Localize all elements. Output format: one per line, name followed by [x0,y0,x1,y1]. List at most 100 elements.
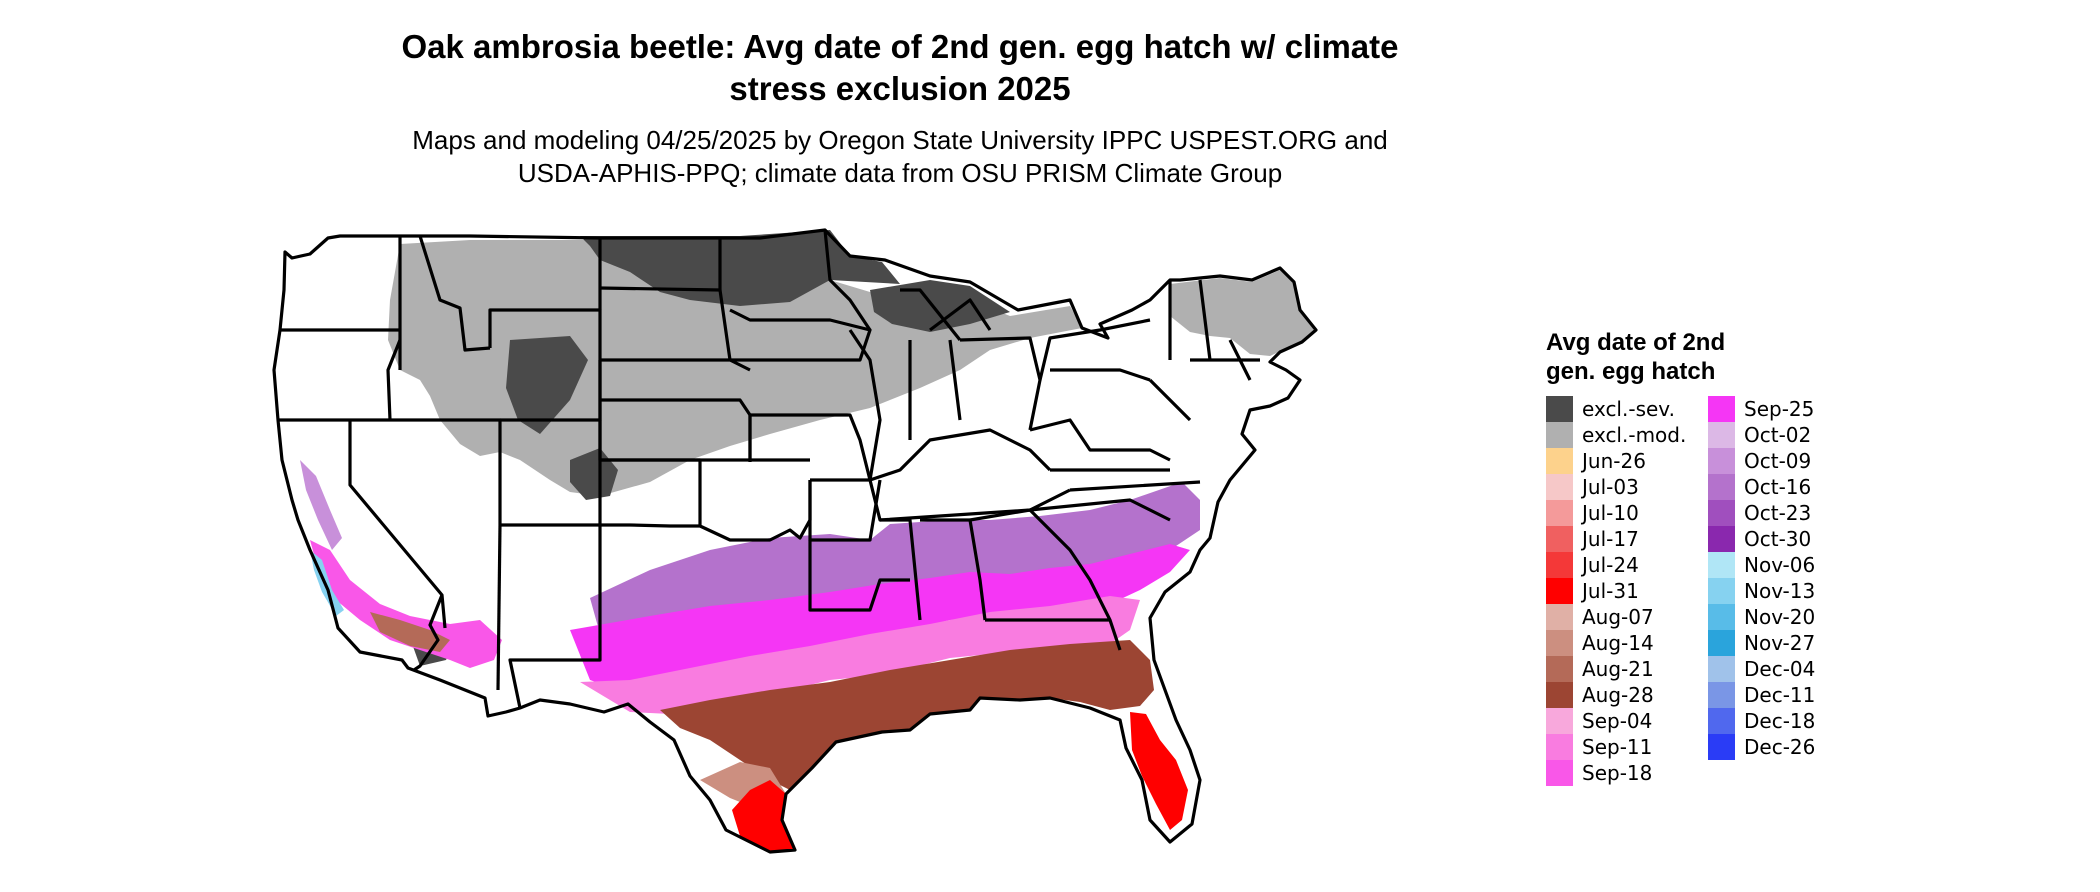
legend-item: Jun-26 [1546,448,1708,474]
legend-column-2: Sep-25 Oct-02 Oct-09 Oct-16 Oct-23 Oct-30 Nov-… [1708,396,1870,786]
legend-swatch [1708,526,1735,552]
subtitle-line-2: USDA-APHIS-PPQ; climate data from OSU PR… [517,158,1283,188]
legend-item: Sep-11 [1546,734,1708,760]
legend-label: Sep-18 [1582,761,1653,785]
legend-item: Oct-30 [1708,526,1870,552]
legend-item: Dec-26 [1708,734,1870,760]
region-sw-brown [370,612,450,652]
region-sep-light-band [580,596,1140,714]
legend-swatch [1546,630,1573,656]
legend-label: Oct-16 [1744,475,1812,499]
us-map [272,228,1318,854]
legend-item: excl.-sev. [1546,396,1708,422]
legend-label: Aug-14 [1582,631,1654,655]
legend-label: Jul-24 [1582,553,1639,577]
legend-swatch [1546,500,1573,526]
legend-label: Sep-11 [1582,735,1653,759]
region-excl-sev-north [580,230,900,306]
map-title: Oak ambrosia beetle: Avg date of 2nd gen… [360,26,1440,110]
region-sw-pink [310,540,502,668]
legend-swatch [1546,422,1573,448]
border-mo [750,413,872,482]
legend-item: Jul-03 [1546,474,1708,500]
legend-swatch [1546,526,1573,552]
legend-swatch [1546,682,1573,708]
legend-item: Oct-23 [1708,500,1870,526]
legend-swatch [1708,448,1735,474]
border-ca-az [413,594,444,672]
border-nm-tx [508,525,602,709]
legend-swatch [1708,708,1735,734]
legend-item: Sep-25 [1708,396,1870,422]
legend-swatch [1546,708,1573,734]
legend-swatch [1708,682,1735,708]
border-ar [808,479,882,542]
legend-label: Aug-07 [1582,605,1654,629]
border-mn-wi [823,229,872,331]
legend-item: Nov-06 [1708,552,1870,578]
legend-swatch [1546,656,1573,682]
subtitle-line-1: Maps and modeling 04/25/2025 by Oregon S… [412,125,1388,155]
legend-title-line-1: Avg date of 2nd [1546,329,1726,356]
legend-item: Aug-21 [1546,656,1708,682]
border-va-wv [1029,418,1171,472]
legend-item: Jul-17 [1546,526,1708,552]
legend-label: Jul-10 [1582,501,1639,525]
legend-column-1: excl.-sev. excl.-mod. Jun-26 Jul-03 Jul-10 Ju… [1546,396,1708,786]
border-id-mt [418,235,491,352]
legend-swatch [1708,630,1735,656]
border-ia [718,289,872,362]
legend-item: Oct-16 [1708,474,1870,500]
border-or-id [386,339,402,421]
legend-item: Jul-31 [1546,578,1708,604]
legend-label: Nov-27 [1744,631,1816,655]
legend-label: Dec-11 [1744,683,1816,707]
region-jul-texas [732,780,795,852]
border-ne-states [1148,279,1260,422]
us-outline [272,228,1318,854]
legend-label: Oct-23 [1744,501,1812,525]
legend-swatch [1708,474,1735,500]
legend-item: Nov-20 [1708,604,1870,630]
border-ky [869,428,1052,482]
legend-swatch [1546,734,1573,760]
legend-swatch [1708,656,1735,682]
title-line-1: Oak ambrosia beetle: Avg date of 2nd gen… [401,28,1399,65]
legend-item: Aug-28 [1546,682,1708,708]
border-ks-mo [748,415,810,462]
legend-swatch [1546,578,1573,604]
border-nv [348,420,447,629]
legend-label: Dec-26 [1744,735,1816,759]
legend-item: Nov-13 [1708,578,1870,604]
legend-swatch [1546,448,1573,474]
legend-item: Oct-09 [1708,448,1870,474]
legend-item: Sep-18 [1546,760,1708,786]
legend-label: Jul-03 [1582,475,1639,499]
legend-label: Dec-18 [1744,709,1816,733]
legend-item: excl.-mod. [1546,422,1708,448]
legend-label: Nov-06 [1744,553,1816,577]
region-sep-band [570,544,1190,694]
legend-swatch [1546,552,1573,578]
border-sc-nc [1029,480,1201,522]
legend-swatch [1546,396,1573,422]
legend-label: Oct-02 [1744,423,1812,447]
legend-item: Aug-07 [1546,604,1708,630]
border-pa-ny [1038,318,1151,382]
legend-label: Dec-04 [1744,657,1816,681]
legend-label: Nov-13 [1744,579,1816,603]
region-aug-band [660,640,1154,790]
title-line-2: stress exclusion 2025 [729,70,1071,107]
legend-swatch [1546,760,1573,786]
border-il-in [848,329,962,481]
legend-item: Dec-11 [1708,682,1870,708]
legend-title-line-2: gen. egg hatch [1546,358,1716,385]
legend: Avg date of 2nd gen. egg hatch excl.-sev… [1546,328,1870,786]
legend-label: excl.-mod. [1582,423,1687,447]
border-az-nm [496,524,502,691]
legend-swatch [1708,422,1735,448]
legend-item: Jul-24 [1546,552,1708,578]
legend-label: Nov-20 [1744,605,1816,629]
legend-columns: excl.-sev. excl.-mod. Jun-26 Jul-03 Jul-10 Ju… [1546,396,1870,786]
border-mi [900,288,992,341]
